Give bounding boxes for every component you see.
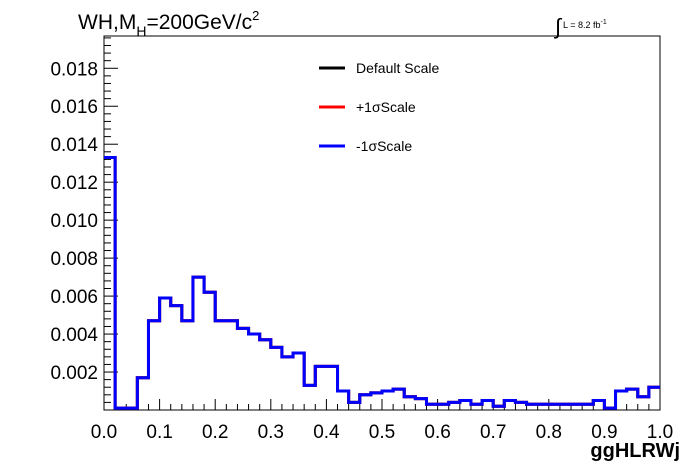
integral-icon: ∫	[555, 14, 562, 39]
chart-title-superscript: 2	[252, 8, 260, 23]
y-tick-label: 0.016	[50, 97, 98, 118]
y-tick-label: 0.014	[50, 135, 98, 156]
y-tick-label: 0.012	[50, 173, 98, 194]
chart-title-subscript: H	[136, 23, 147, 39]
x-tick-label: 0.2	[202, 422, 228, 443]
luminosity-text: L = 8.2 fb	[563, 20, 601, 30]
chart-title-prefix: WH,M	[78, 11, 137, 34]
histogram-series	[104, 156, 660, 410]
axis-ticks: 0.0 0.1 0.2 0.3 0.4 0.5 0.6 0.7 0.8 0.9 1.0 0.002 0.…	[50, 37, 673, 443]
y-tick-label: 0.004	[50, 325, 98, 346]
chart-title: WH,MH=200GeV/c2	[78, 8, 259, 39]
x-tick-label: 0.1	[146, 422, 172, 443]
luminosity-label: ∫ L = 8.2 fb-1	[555, 8, 607, 39]
x-axis-label: ggHLRWj	[590, 440, 680, 462]
histogram-line	[104, 156, 660, 410]
x-tick-label: 0.9	[591, 422, 617, 443]
plot-frame	[103, 35, 661, 411]
x-tick-label: 0.5	[369, 422, 395, 443]
x-tick-label: 0.4	[313, 422, 340, 443]
chart-title-main: =200GeV/c	[146, 11, 253, 34]
luminosity-unit-exponent: -1	[600, 19, 607, 26]
legend-label: +1σScale	[356, 99, 416, 115]
x-tick-label: 1.0	[647, 422, 673, 443]
x-tick-label: 0.8	[536, 422, 562, 443]
y-tick-label: 0.008	[50, 249, 98, 270]
legend-label: -1σScale	[356, 138, 412, 154]
x-tick-label: 0.3	[258, 422, 284, 443]
x-tick-label: 0.0	[91, 422, 117, 443]
y-tick-label: 0.018	[50, 59, 98, 80]
x-tick-label: 0.7	[480, 422, 506, 443]
legend: Default Scale +1σScale -1σScale	[319, 60, 439, 154]
legend-label: Default Scale	[356, 60, 439, 76]
histogram-line	[104, 156, 660, 410]
y-tick-label: 0.002	[50, 363, 98, 384]
y-tick-label: 0.010	[50, 211, 98, 232]
histogram-line	[104, 156, 660, 410]
y-tick-label: 0.006	[50, 287, 98, 308]
x-tick-label: 0.6	[424, 422, 450, 443]
